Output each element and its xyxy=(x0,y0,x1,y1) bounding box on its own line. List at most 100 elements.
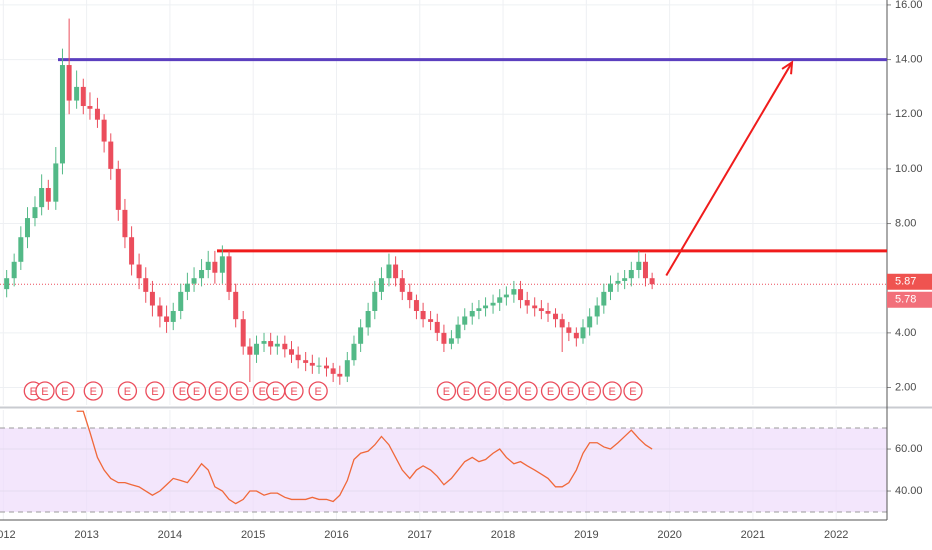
candle-body xyxy=(199,270,205,279)
candle-body xyxy=(74,86,80,101)
candle-body xyxy=(115,168,121,210)
x-tick-label: 2017 xyxy=(408,529,432,541)
earnings-label: E xyxy=(588,386,595,398)
x-tick-label: 2019 xyxy=(574,529,598,541)
candle-body xyxy=(476,308,482,311)
candle-body xyxy=(628,270,634,279)
earnings-label: E xyxy=(567,386,574,398)
price-label-box xyxy=(887,291,932,308)
candle-body xyxy=(178,291,184,311)
earnings-label: E xyxy=(314,386,321,398)
candle-body xyxy=(136,264,142,279)
candle-body xyxy=(553,313,559,320)
earnings-label: E xyxy=(235,386,242,398)
candle-body xyxy=(240,319,246,347)
candle-body xyxy=(538,308,544,311)
arrow-line xyxy=(665,61,793,276)
candle-body xyxy=(622,278,628,281)
earnings-label: E xyxy=(30,386,37,398)
earnings-marker xyxy=(55,381,75,401)
candle-body xyxy=(642,261,648,279)
candle-body xyxy=(261,341,267,344)
earnings-label: E xyxy=(443,386,450,398)
earnings-label: E xyxy=(504,386,511,398)
earnings-label: E xyxy=(463,386,470,398)
candle-body xyxy=(32,207,38,219)
earnings-label: E xyxy=(272,386,279,398)
candle-body xyxy=(351,343,357,361)
earnings-label: E xyxy=(629,386,636,398)
price-label-box xyxy=(887,273,932,290)
candle-body xyxy=(483,305,489,309)
candle-body xyxy=(462,316,468,325)
candle-body xyxy=(303,360,309,363)
candle-body xyxy=(469,310,475,317)
x-tick-label: 2016 xyxy=(324,529,348,541)
y-tick-label: 8.00 xyxy=(895,217,916,229)
earnings-marker xyxy=(436,381,457,401)
candle-body xyxy=(274,343,280,347)
earnings-marker xyxy=(498,381,518,401)
candle-body xyxy=(365,310,371,328)
candle-body xyxy=(407,291,413,301)
earnings-label: E xyxy=(90,386,97,398)
candle-body xyxy=(205,261,211,270)
candle-body xyxy=(559,319,565,328)
candle-body xyxy=(399,278,405,292)
candle-body xyxy=(129,237,135,265)
y-tick-label: 14.00 xyxy=(895,53,923,65)
x-tick-label: 2021 xyxy=(741,529,765,541)
candle-body xyxy=(289,349,295,355)
candle-body xyxy=(455,324,461,339)
x-tick-label: 2014 xyxy=(158,529,182,541)
candle-body xyxy=(428,319,434,322)
price-label: 5.78 xyxy=(895,294,916,306)
earnings-marker xyxy=(623,381,643,401)
candle-body xyxy=(649,278,655,285)
y-tick-label: 10.00 xyxy=(895,163,923,175)
candle-body xyxy=(511,289,517,295)
earnings-marker xyxy=(208,381,228,401)
y-tick-label: 60.00 xyxy=(895,443,923,455)
candle-body xyxy=(94,108,100,120)
candle-body xyxy=(337,373,343,377)
candle-body xyxy=(268,341,274,347)
candle-body xyxy=(330,368,336,374)
candle-body xyxy=(87,106,93,109)
earnings-marker xyxy=(518,381,538,401)
x-tick-label: 2022 xyxy=(824,529,848,541)
candle-body xyxy=(247,346,253,355)
candle-body xyxy=(615,280,621,284)
candle-body xyxy=(316,365,322,367)
earnings-label: E xyxy=(547,386,554,398)
earnings-marker xyxy=(456,381,477,401)
candle-body xyxy=(101,119,107,142)
x-tick-label: 2012 xyxy=(0,529,16,541)
earnings-marker xyxy=(581,381,601,401)
arrow-head xyxy=(781,60,794,75)
x-tick-label: 2013 xyxy=(74,529,98,541)
candle-body xyxy=(545,310,551,314)
candle-body xyxy=(573,332,579,339)
candle-body xyxy=(587,316,593,328)
candle-body xyxy=(601,291,607,306)
y-tick-label: 40.00 xyxy=(895,485,923,497)
earnings-marker xyxy=(560,381,581,401)
earnings-marker xyxy=(117,381,138,401)
candle-body xyxy=(441,332,447,344)
candle-body xyxy=(594,305,600,317)
earnings-label: E xyxy=(215,386,222,398)
x-tick-label: 2018 xyxy=(491,529,515,541)
candle-body xyxy=(45,188,51,202)
candle-body xyxy=(233,291,239,320)
candle-body xyxy=(295,354,301,361)
earnings-marker xyxy=(145,381,165,401)
candle-body xyxy=(636,261,642,270)
rsi-band xyxy=(0,428,887,513)
earnings-marker xyxy=(477,381,497,401)
earnings-label: E xyxy=(484,386,491,398)
price-label: 5.87 xyxy=(895,276,916,288)
earnings-label: E xyxy=(61,386,68,398)
candle-body xyxy=(170,310,176,322)
candle-body xyxy=(157,305,163,317)
